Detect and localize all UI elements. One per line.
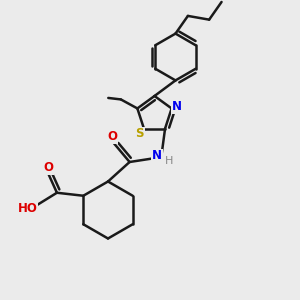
Text: N: N	[172, 100, 182, 113]
Text: H: H	[164, 156, 173, 167]
Text: O: O	[107, 130, 118, 143]
Text: N: N	[152, 149, 162, 163]
Text: HO: HO	[18, 202, 38, 215]
Text: O: O	[43, 161, 53, 174]
Text: S: S	[135, 128, 144, 140]
